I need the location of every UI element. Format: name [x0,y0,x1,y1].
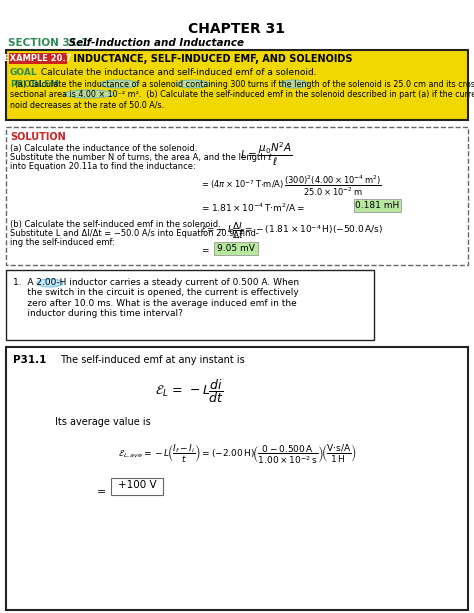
Text: sectional area is 4.00 × 10⁻² m².  (b) Calculate the self-induced emf in the sol: sectional area is 4.00 × 10⁻² m². (b) Ca… [10,90,474,99]
Ellipse shape [176,80,210,88]
Text: (a) Calculate the inductance of the solenoid.: (a) Calculate the inductance of the sole… [10,144,197,153]
Text: 9.05 mV: 9.05 mV [217,244,255,253]
FancyBboxPatch shape [9,53,67,64]
Text: $=$: $=$ [94,485,106,495]
Text: $= (4\pi \times 10^{-7}\,\mathrm{T{\cdot}m/A})\,\dfrac{(300)^2(4.00 \times 10^{-: $= (4\pi \times 10^{-7}\,\mathrm{T{\cdot… [200,174,382,199]
Text: EXAMPLE 20.7: EXAMPLE 20.7 [4,54,72,63]
Text: (b) Calculate the self-induced emf in the solenoid.: (b) Calculate the self-induced emf in th… [10,220,221,229]
Text: INDUCTANCE, SELF-INDUCED EMF, AND SOLENOIDS: INDUCTANCE, SELF-INDUCED EMF, AND SOLENO… [70,54,353,64]
Text: GOAL: GOAL [10,68,37,77]
Text: SECTION 31.1: SECTION 31.1 [8,38,88,48]
Text: Substitute L and ΔI/Δt = −50.0 A/s into Equation 20.9, find-: Substitute L and ΔI/Δt = −50.0 A/s into … [10,229,259,238]
Text: $L = \dfrac{\mu_0 N^2 A}{\ell}$: $L = \dfrac{\mu_0 N^2 A}{\ell}$ [240,141,292,168]
FancyBboxPatch shape [6,127,468,265]
Text: noid decreases at the rate of 50.0 A/s.: noid decreases at the rate of 50.0 A/s. [10,100,164,109]
Text: $= 1.81 \times 10^{-4}\,\mathrm{T{\cdot}m^2/A} = $: $= 1.81 \times 10^{-4}\,\mathrm{T{\cdot}… [200,202,305,215]
Text: $\mathcal{E}_{L,ave} = -L\!\left(\dfrac{I_f - I_i}{t}\right) = (-2.00\,\mathrm{H: $\mathcal{E}_{L,ave} = -L\!\left(\dfrac{… [118,442,356,466]
Text: Calculate the inductance and self-induced emf of a solenoid.: Calculate the inductance and self-induce… [38,68,317,77]
Text: CHAPTER 31: CHAPTER 31 [189,22,285,36]
Text: SOLUTION: SOLUTION [10,132,66,142]
FancyBboxPatch shape [111,478,163,495]
Text: +100 V: +100 V [118,480,156,490]
Text: into Equation 20.11a to find the inductance:: into Equation 20.11a to find the inducta… [10,162,196,171]
FancyBboxPatch shape [354,199,401,212]
Text: PROBLEM: PROBLEM [10,80,59,89]
FancyBboxPatch shape [6,347,468,610]
Text: $\mathcal{E}_L\, =\, -L\dfrac{di}{dt}$: $\mathcal{E}_L\, =\, -L\dfrac{di}{dt}$ [155,377,225,405]
Ellipse shape [280,80,308,88]
Text: Self-Induction and Inductance: Self-Induction and Inductance [65,38,244,48]
Ellipse shape [64,90,114,98]
Text: ing the self-induced emf:: ing the self-induced emf: [10,238,115,247]
FancyBboxPatch shape [6,270,374,340]
Text: Substitute the number N of turns, the area A, and the length ℓ: Substitute the number N of turns, the ar… [10,153,272,162]
Ellipse shape [37,279,63,287]
Text: The self-induced emf at any instant is: The self-induced emf at any instant is [60,355,245,365]
Text: 1.  A 2.00-H inductor carries a steady current of 0.500 A. When
     the switch : 1. A 2.00-H inductor carries a steady cu… [13,278,299,318]
FancyBboxPatch shape [214,242,258,255]
Text: $\mathcal{E} = -L\dfrac{\Delta I}{\Delta t} = -(1.81 \times 10^{-4}\,\mathrm{H}): $\mathcal{E} = -L\dfrac{\Delta I}{\Delta… [200,220,383,241]
Text: Its average value is: Its average value is [55,417,151,427]
FancyBboxPatch shape [6,50,468,120]
Text: 0.181 mH: 0.181 mH [355,201,399,210]
Text: $= $: $= $ [200,245,210,254]
Text: (a) Calculate the inductance of a solenoid containing 300 turns if the length of: (a) Calculate the inductance of a soleno… [10,80,474,89]
Ellipse shape [99,80,139,88]
Text: P31.1: P31.1 [13,355,46,365]
